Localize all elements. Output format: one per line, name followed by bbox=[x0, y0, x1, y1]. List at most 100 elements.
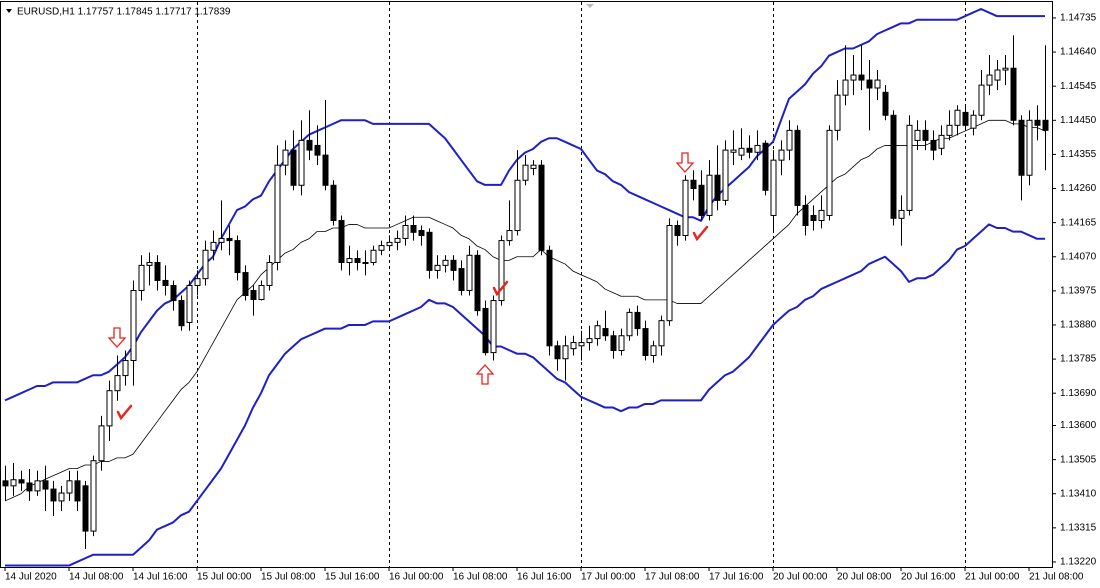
y-tick-label: 1.13975 bbox=[1060, 286, 1097, 297]
x-tick-label: 21 Jul 08:00 bbox=[1029, 572, 1084, 583]
candle-body bbox=[946, 124, 953, 136]
candle-body bbox=[962, 111, 969, 126]
indicator-line bbox=[4, 119, 1046, 502]
candle-body bbox=[274, 164, 281, 263]
check-mark bbox=[492, 280, 509, 297]
plot-area bbox=[2, 7, 1049, 567]
candle-body bbox=[306, 139, 313, 151]
candle-body bbox=[2, 480, 9, 487]
candle-body bbox=[594, 325, 601, 340]
candle-body bbox=[18, 479, 25, 484]
candle-body bbox=[218, 237, 225, 243]
candle-body bbox=[770, 159, 777, 216]
signal-arrows bbox=[107, 152, 695, 385]
candle-body bbox=[898, 209, 905, 219]
candle-body bbox=[530, 164, 537, 169]
y-tick-label: 1.13315 bbox=[1060, 523, 1097, 534]
candle-body bbox=[106, 390, 113, 427]
x-tick-label: 16 Jul 00:00 bbox=[389, 572, 444, 583]
candle-body bbox=[698, 184, 705, 216]
candle-body bbox=[130, 290, 137, 362]
y-tick-label: 1.13690 bbox=[1060, 388, 1097, 399]
y-tick-label: 1.14450 bbox=[1060, 115, 1097, 126]
y-tick-label: 1.13785 bbox=[1060, 354, 1097, 365]
candle-body bbox=[674, 225, 681, 237]
candle-body bbox=[610, 335, 617, 351]
candle-body bbox=[490, 300, 497, 354]
candle-body bbox=[482, 307, 489, 354]
candle-body bbox=[474, 254, 481, 312]
y-tick-label: 1.13880 bbox=[1060, 320, 1097, 331]
candle-body bbox=[562, 345, 569, 360]
candle-body bbox=[866, 79, 873, 89]
check-mark bbox=[692, 225, 709, 242]
x-tick-label: 16 Jul 08:00 bbox=[453, 572, 508, 583]
candle-body bbox=[122, 360, 129, 377]
candle-body bbox=[650, 345, 657, 356]
candle-body bbox=[66, 480, 73, 494]
candle-body bbox=[58, 492, 65, 502]
candle-body bbox=[618, 335, 625, 351]
candle-body bbox=[114, 375, 121, 392]
y-tick-label: 1.13505 bbox=[1060, 454, 1097, 465]
candle-body bbox=[418, 230, 425, 237]
candle-body bbox=[778, 149, 785, 161]
candle-body bbox=[250, 290, 257, 300]
candle-body bbox=[194, 278, 201, 286]
candle-body bbox=[690, 179, 697, 190]
candle-body bbox=[746, 147, 753, 153]
candle-body bbox=[602, 328, 609, 337]
candle-body bbox=[554, 345, 561, 360]
candle-body bbox=[378, 245, 385, 251]
candle-body bbox=[626, 311, 633, 337]
y-tick-label: 1.14355 bbox=[1060, 149, 1097, 160]
candle-body bbox=[538, 164, 545, 251]
y-tick-label: 1.14070 bbox=[1060, 251, 1097, 262]
candle-body bbox=[522, 164, 529, 181]
candle-body bbox=[850, 74, 857, 81]
candle-body bbox=[858, 74, 865, 81]
candle-body bbox=[466, 254, 473, 292]
y-tick-label: 1.13410 bbox=[1060, 488, 1097, 499]
sell-arrow bbox=[675, 152, 695, 173]
y-tick-label: 1.13600 bbox=[1060, 420, 1097, 431]
candle-body bbox=[242, 272, 249, 297]
candle-body bbox=[874, 79, 881, 89]
x-tick-label: 15 Jul 16:00 bbox=[325, 572, 380, 583]
candle-body bbox=[202, 249, 209, 280]
candle-body bbox=[930, 139, 937, 151]
candle-body bbox=[386, 241, 393, 247]
candle-body bbox=[34, 480, 41, 492]
candle-body bbox=[90, 460, 97, 532]
candle-body bbox=[42, 480, 49, 490]
candle-body bbox=[970, 114, 977, 129]
x-tick-label: 21 Jul 00:00 bbox=[965, 572, 1020, 583]
candle-body bbox=[290, 149, 297, 186]
candle-body bbox=[738, 147, 745, 156]
candle-body bbox=[458, 268, 465, 292]
x-tick-label: 14 Jul 16:00 bbox=[133, 572, 188, 583]
candle-body bbox=[178, 300, 185, 327]
candle-body bbox=[210, 241, 217, 251]
candle-body bbox=[922, 129, 929, 141]
candle-body bbox=[338, 219, 345, 263]
candle-body bbox=[986, 74, 993, 86]
x-tick-label: 14 Jul 2020 bbox=[5, 572, 57, 583]
menu-triangle bbox=[6, 9, 12, 13]
candle-body bbox=[98, 425, 105, 462]
candle-body bbox=[786, 129, 793, 151]
candle-body bbox=[394, 237, 401, 243]
chart-title: EURUSD,H1 1.17757 1.17845 1.17717 1.1783… bbox=[17, 7, 231, 18]
sell-arrow bbox=[107, 327, 127, 348]
candle-body bbox=[362, 261, 369, 264]
x-tick-label: 17 Jul 00:00 bbox=[581, 572, 636, 583]
y-tick-label: 1.14260 bbox=[1060, 183, 1097, 194]
x-tick-label: 15 Jul 00:00 bbox=[197, 572, 252, 583]
indicator-line bbox=[5, 223, 1045, 567]
candle-body bbox=[1010, 67, 1017, 121]
candle-body bbox=[546, 249, 553, 347]
x-tick-label: 20 Jul 08:00 bbox=[837, 572, 892, 583]
candle-body bbox=[826, 129, 833, 216]
candle-body bbox=[370, 249, 377, 263]
candle-body bbox=[834, 94, 841, 131]
